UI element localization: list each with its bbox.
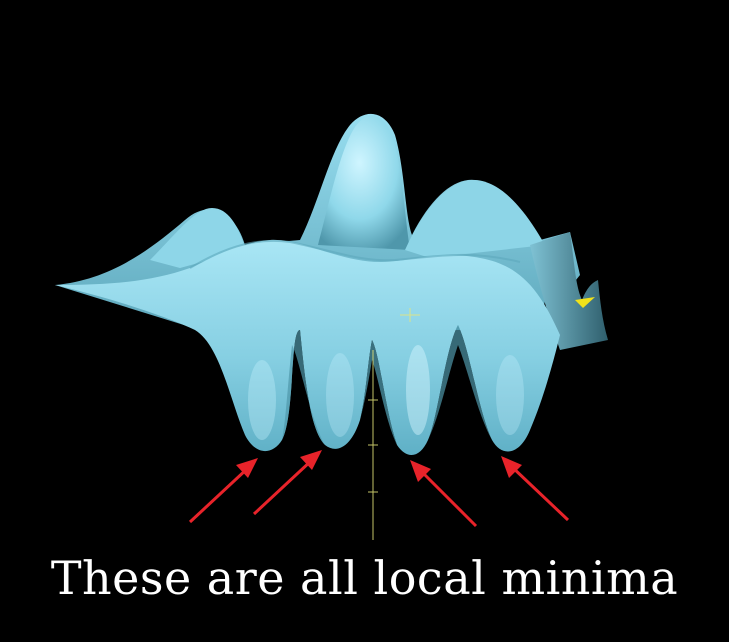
surface-highlight-1 bbox=[248, 360, 276, 440]
surface-right-edge bbox=[530, 232, 608, 350]
surface-highlight-2 bbox=[326, 353, 354, 437]
surface-front-sheet bbox=[55, 239, 560, 456]
surface-highlight-3 bbox=[406, 345, 430, 435]
arrow-minimum-4 bbox=[501, 456, 570, 522]
axis-marker-icon bbox=[575, 297, 595, 308]
caption-text: These are all local minima bbox=[50, 551, 679, 605]
surface-valley-shade-1 bbox=[282, 330, 325, 445]
surface-central-peak bbox=[318, 115, 410, 250]
surface-ridge-line bbox=[189, 239, 521, 269]
minima-arrows bbox=[188, 450, 570, 528]
surface-valley-shade-2 bbox=[360, 340, 397, 445]
vertical-axis bbox=[368, 308, 420, 540]
arrow-minimum-3 bbox=[410, 460, 478, 528]
surface-valley-shade-3 bbox=[428, 325, 492, 440]
arrow-minimum-1 bbox=[188, 458, 258, 524]
surface-highlight-4 bbox=[496, 355, 524, 435]
surface-right-hill bbox=[405, 179, 545, 258]
arrow-minimum-2 bbox=[252, 450, 322, 516]
